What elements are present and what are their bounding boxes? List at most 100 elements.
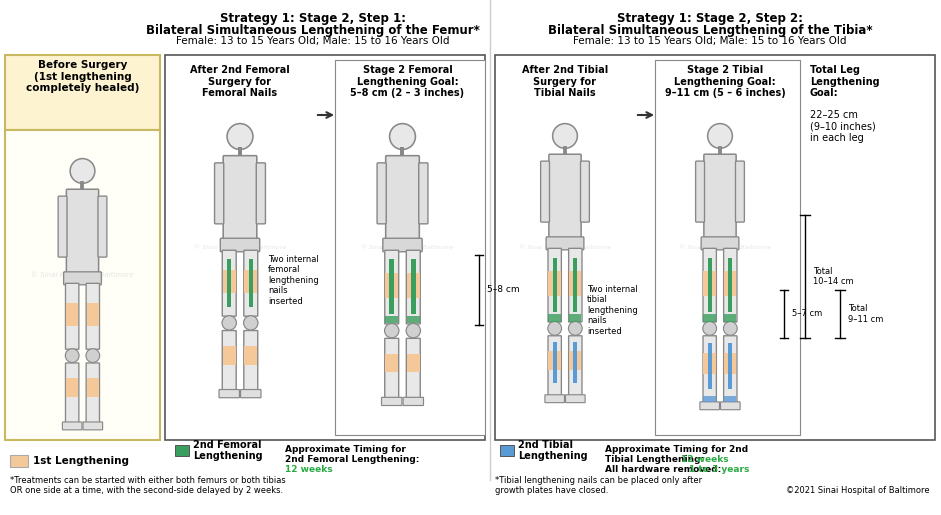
Circle shape: [244, 316, 258, 330]
Bar: [27, 135, 137, 430]
Bar: [87, 303, 99, 326]
FancyBboxPatch shape: [549, 154, 582, 239]
FancyBboxPatch shape: [87, 363, 100, 423]
Bar: [704, 314, 716, 321]
Bar: [223, 346, 235, 365]
Circle shape: [71, 159, 95, 183]
Text: Total Leg
Lengthening
Goal:: Total Leg Lengthening Goal:: [810, 65, 880, 98]
Bar: [223, 270, 235, 293]
FancyBboxPatch shape: [386, 156, 420, 241]
Bar: [407, 354, 420, 372]
Bar: [245, 270, 257, 293]
Circle shape: [390, 124, 415, 149]
Bar: [510, 100, 620, 395]
Text: 1 to 3 years: 1 to 3 years: [689, 465, 749, 474]
Bar: [569, 314, 582, 321]
FancyBboxPatch shape: [700, 402, 720, 410]
Bar: [87, 378, 99, 397]
Bar: [66, 303, 78, 326]
FancyBboxPatch shape: [256, 163, 265, 224]
Text: © Sinai Hospital of Baltimore: © Sinai Hospital of Baltimore: [361, 245, 454, 250]
Text: © Sinai Hospital of Baltimore: © Sinai Hospital of Baltimore: [194, 245, 286, 250]
Bar: [665, 100, 775, 395]
Circle shape: [407, 323, 421, 338]
Circle shape: [568, 321, 582, 335]
Bar: [407, 316, 420, 323]
Circle shape: [703, 321, 716, 335]
Text: Total
10–14 cm: Total 10–14 cm: [813, 267, 853, 286]
Text: Approximate Timing for 2nd: Approximate Timing for 2nd: [605, 445, 748, 454]
Text: Female: 13 to 15 Years Old; Male: 15 to 16 Years Old: Female: 13 to 15 Years Old; Male: 15 to …: [176, 36, 450, 46]
Bar: [245, 346, 257, 365]
Bar: [495, 55, 935, 440]
FancyBboxPatch shape: [222, 331, 236, 390]
Circle shape: [385, 323, 399, 338]
Bar: [725, 314, 737, 321]
Text: Strategy 1: Stage 2, Step 1:: Strategy 1: Stage 2, Step 1:: [220, 12, 406, 25]
FancyBboxPatch shape: [568, 248, 582, 322]
Bar: [66, 378, 78, 397]
Text: After 2nd Femoral
Surgery for
Femoral Nails: After 2nd Femoral Surgery for Femoral Na…: [190, 65, 290, 98]
Text: 5–8 cm: 5–8 cm: [487, 285, 519, 295]
FancyBboxPatch shape: [87, 283, 100, 349]
FancyBboxPatch shape: [545, 395, 565, 403]
Bar: [549, 351, 561, 370]
Bar: [569, 270, 582, 296]
Text: Strategy 1: Stage 2, Step 2:: Strategy 1: Stage 2, Step 2:: [617, 12, 803, 25]
FancyBboxPatch shape: [724, 248, 737, 322]
Bar: [385, 272, 398, 298]
Bar: [708, 258, 711, 312]
Bar: [708, 343, 711, 389]
FancyBboxPatch shape: [703, 248, 716, 322]
Bar: [728, 343, 732, 389]
FancyBboxPatch shape: [704, 154, 736, 239]
Text: 2nd Tibial
Lengthening: 2nd Tibial Lengthening: [518, 440, 587, 461]
Circle shape: [552, 124, 578, 148]
Bar: [655, 60, 800, 435]
Circle shape: [548, 321, 562, 335]
FancyBboxPatch shape: [241, 389, 261, 398]
Text: Stage 2 Femoral
Lengthening Goal:
5–8 cm (2 – 3 inches): Stage 2 Femoral Lengthening Goal: 5–8 cm…: [350, 65, 465, 98]
Text: Total
9–11 cm: Total 9–11 cm: [848, 304, 884, 324]
FancyBboxPatch shape: [222, 250, 236, 316]
FancyBboxPatch shape: [568, 336, 582, 396]
Circle shape: [708, 124, 732, 148]
Bar: [552, 342, 556, 384]
Text: Bilateral Simultaneous Lengthening of the Tibia*: Bilateral Simultaneous Lengthening of th…: [548, 24, 872, 37]
FancyBboxPatch shape: [219, 389, 239, 398]
FancyBboxPatch shape: [66, 363, 79, 423]
Bar: [704, 353, 716, 374]
Bar: [345, 100, 460, 395]
Bar: [390, 260, 394, 314]
FancyBboxPatch shape: [407, 250, 421, 324]
FancyBboxPatch shape: [244, 250, 258, 316]
FancyBboxPatch shape: [64, 272, 102, 285]
Circle shape: [227, 124, 253, 149]
Text: 1st Lengthening: 1st Lengthening: [33, 456, 129, 466]
Text: Two internal
femoral
lengthening
nails
inserted: Two internal femoral lengthening nails i…: [268, 255, 319, 305]
FancyBboxPatch shape: [721, 402, 740, 410]
Text: 22–25 cm
(9–10 inches)
in each leg: 22–25 cm (9–10 inches) in each leg: [810, 110, 876, 143]
FancyBboxPatch shape: [736, 161, 744, 222]
FancyBboxPatch shape: [546, 237, 583, 250]
Text: Stage 2 Tibial
Lengthening Goal:
9–11 cm (5 – 6 inches): Stage 2 Tibial Lengthening Goal: 9–11 cm…: [664, 65, 786, 98]
FancyBboxPatch shape: [695, 161, 705, 222]
Text: 5–7 cm: 5–7 cm: [792, 310, 822, 318]
Bar: [411, 260, 416, 314]
Bar: [385, 354, 398, 372]
FancyBboxPatch shape: [724, 336, 737, 403]
Text: *Tibial lengthening nails can be placed only after
growth plates have closed.: *Tibial lengthening nails can be placed …: [495, 476, 702, 495]
FancyBboxPatch shape: [381, 398, 402, 405]
Bar: [248, 259, 253, 307]
FancyBboxPatch shape: [548, 336, 562, 396]
Text: ©2021 Sinai Hospital of Baltimore: ©2021 Sinai Hospital of Baltimore: [787, 486, 930, 495]
Circle shape: [724, 321, 737, 335]
Text: 12 weeks: 12 weeks: [681, 455, 728, 464]
Bar: [175, 445, 189, 456]
Bar: [5, 130, 160, 440]
FancyBboxPatch shape: [419, 163, 428, 224]
Text: Before Surgery
(1st lengthening
completely healed): Before Surgery (1st lengthening complete…: [25, 60, 139, 93]
FancyBboxPatch shape: [67, 189, 99, 274]
Text: 12 weeks: 12 weeks: [285, 465, 332, 474]
FancyBboxPatch shape: [58, 196, 67, 257]
